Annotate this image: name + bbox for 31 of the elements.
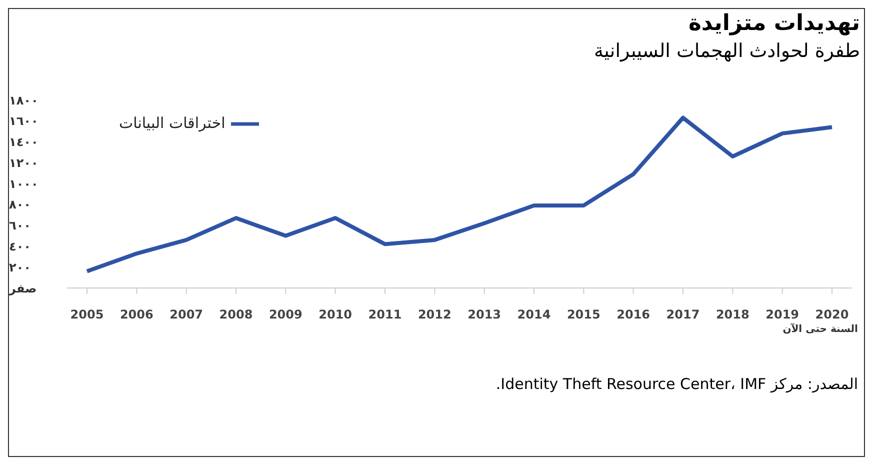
chart-subtitle: طفرة لحوادث الهجمات السيبرانية: [593, 39, 861, 62]
x-tick-label: 2019: [766, 308, 800, 322]
x-tick-label: 2005: [70, 308, 104, 322]
y-tick-label: ٢٠٠: [9, 260, 31, 274]
x-tick-label: 2013: [468, 308, 502, 322]
x-tick-label: 2015: [566, 308, 600, 322]
x-tick-label: 2007: [170, 308, 204, 322]
x-tick-label: 2016: [616, 308, 650, 322]
x-tick-label: 2008: [219, 308, 253, 322]
y-tick-label: ١٦٠٠: [9, 114, 38, 128]
x-tick-label: 2012: [418, 308, 452, 322]
x-tick-label: 2014: [517, 308, 551, 322]
x-tick-label: 2011: [368, 308, 402, 322]
x-tick-label: 2009: [268, 308, 302, 322]
y-tick-label: ٦٠٠: [9, 218, 31, 233]
y-tick-label: ١٢٠٠: [9, 156, 38, 170]
x-tick-label: 2018: [716, 308, 750, 322]
x-tick-label: 2006: [120, 308, 154, 322]
x-tick-label: 2017: [666, 308, 700, 322]
legend-label: اختراقات البيانات: [119, 114, 226, 132]
chart-title: تهديدات متزايدة: [687, 10, 861, 36]
x-axis-title: السنة حتى الآن: [782, 324, 859, 335]
y-tick-label: ١٨٠٠: [9, 93, 38, 108]
x-tick-label: 2020: [815, 308, 849, 322]
line-series: [85, 116, 834, 274]
x-tick-label: 2010: [318, 308, 352, 322]
y-tick-label: ١٠٠٠: [9, 176, 38, 191]
y-tick-label: ٤٠٠: [9, 239, 31, 254]
text: المصدر: مركز Identity Theft Resource Center، IMF.: [494, 374, 859, 393]
y-tick-label: ٨٠٠: [9, 198, 31, 212]
y-tick-label: ١٤٠٠: [9, 135, 38, 150]
